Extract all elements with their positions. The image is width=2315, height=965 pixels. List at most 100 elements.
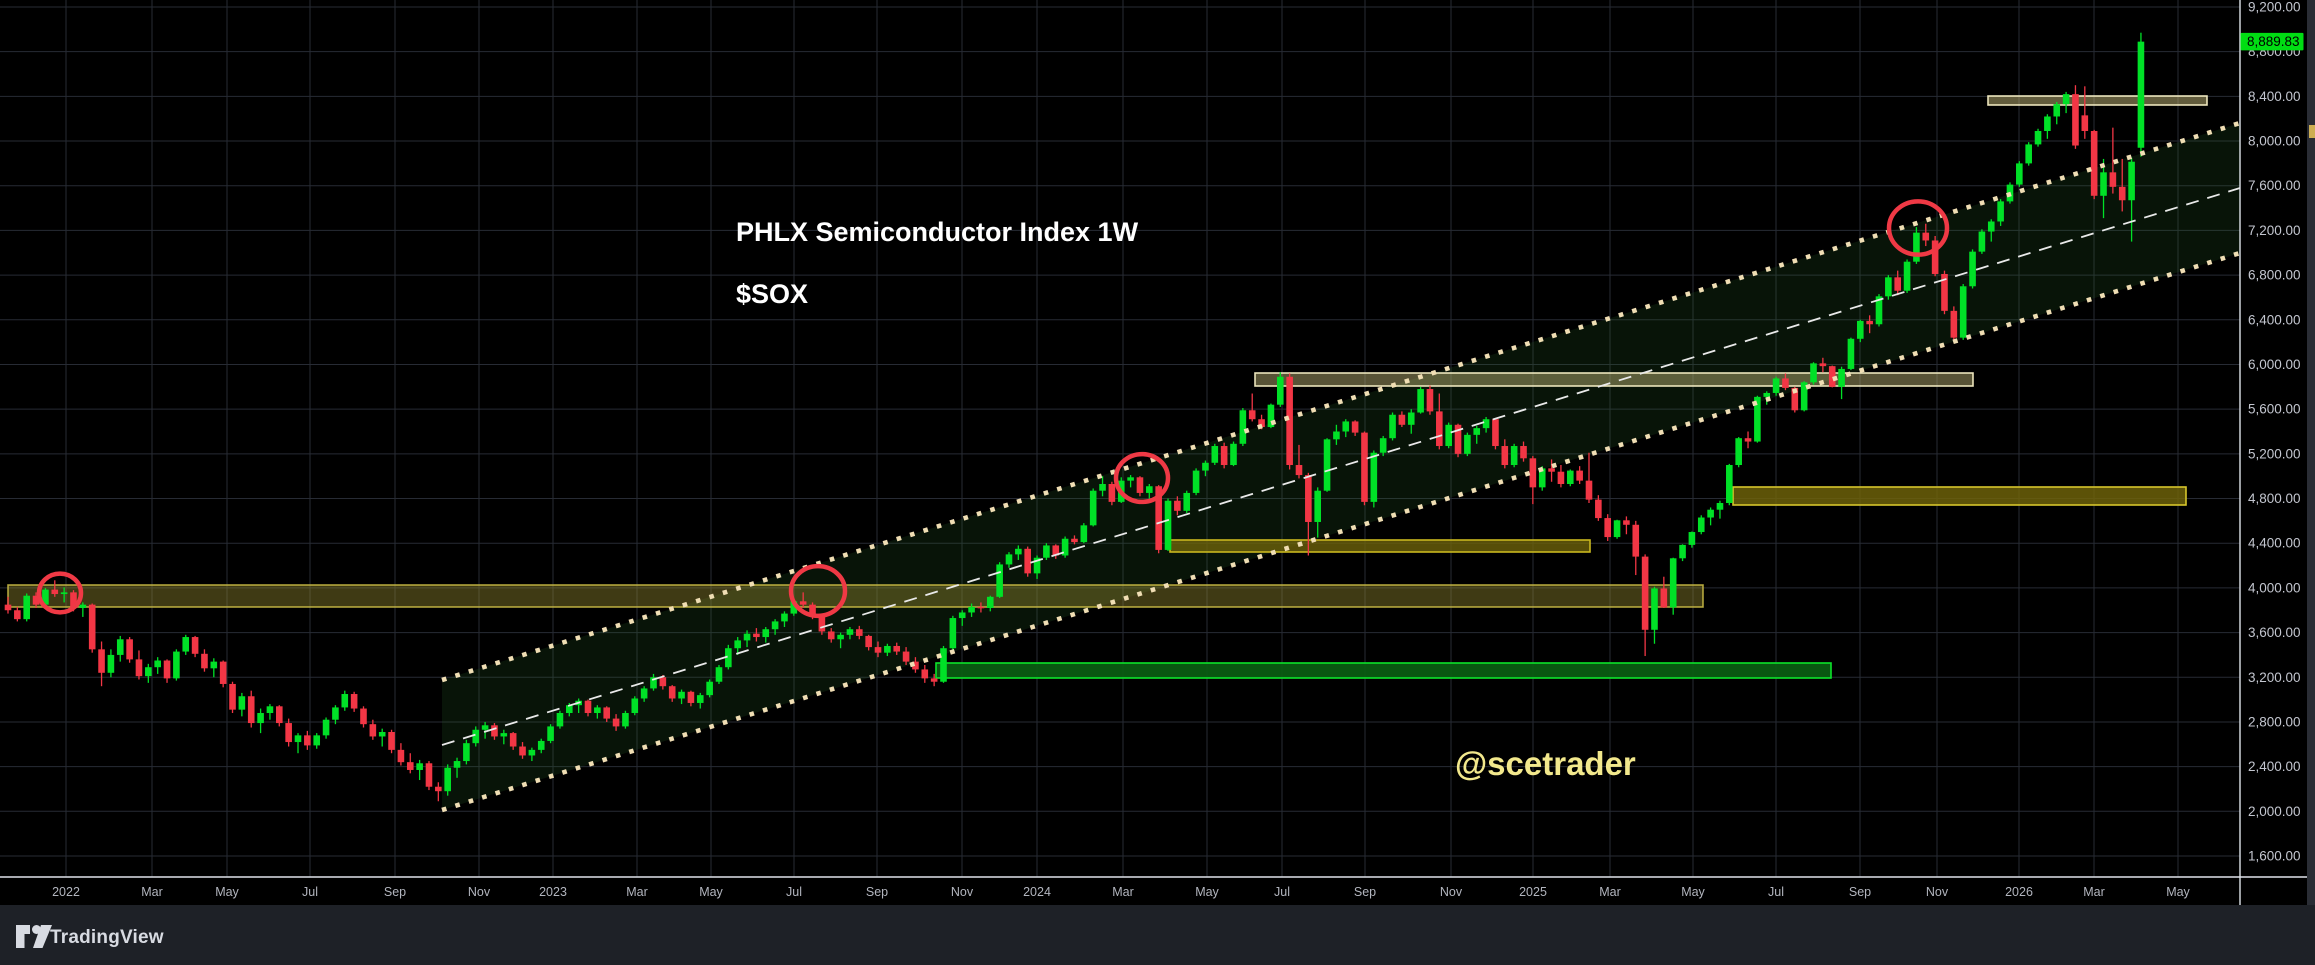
- candle[interactable]: [1099, 476, 1106, 497]
- candle[interactable]: [1230, 441, 1237, 467]
- candle[interactable]: [14, 606, 21, 622]
- candle[interactable]: [116, 635, 124, 662]
- candle[interactable]: [1651, 586, 1658, 644]
- candle[interactable]: [594, 705, 601, 719]
- candle[interactable]: [2081, 86, 2089, 139]
- candle[interactable]: [893, 642, 901, 655]
- candle[interactable]: [1623, 516, 1630, 535]
- candle[interactable]: [1707, 507, 1714, 526]
- candle[interactable]: [2118, 158, 2126, 212]
- candle[interactable]: [98, 641, 105, 687]
- highlight-circle[interactable]: [36, 571, 84, 615]
- candle[interactable]: [1697, 515, 1705, 535]
- candle[interactable]: [1071, 535, 1078, 545]
- candle[interactable]: [266, 704, 274, 720]
- candle[interactable]: [416, 759, 423, 781]
- candle[interactable]: [1164, 498, 1172, 552]
- candle[interactable]: [1959, 284, 1967, 340]
- candle[interactable]: [1482, 416, 1490, 433]
- candle[interactable]: [2025, 142, 2032, 166]
- candle[interactable]: [1192, 468, 1200, 496]
- candle[interactable]: [996, 562, 1003, 598]
- candle[interactable]: [1248, 393, 1256, 422]
- candle[interactable]: [1295, 444, 1303, 479]
- candle[interactable]: [1286, 373, 1293, 470]
- candle[interactable]: [528, 747, 536, 762]
- candle[interactable]: [1744, 431, 1752, 449]
- candle[interactable]: [902, 647, 910, 665]
- candles-layer[interactable]: [4, 32, 2145, 802]
- candle[interactable]: [1950, 306, 1958, 342]
- candle[interactable]: [1146, 484, 1153, 499]
- candle[interactable]: [977, 602, 985, 613]
- highlight-circle[interactable]: [1113, 451, 1171, 505]
- candle[interactable]: [1464, 432, 1471, 457]
- candle[interactable]: [968, 603, 975, 617]
- candle[interactable]: [1005, 552, 1013, 568]
- candle[interactable]: [1613, 519, 1621, 539]
- candle[interactable]: [921, 664, 929, 683]
- candle[interactable]: [2072, 85, 2079, 149]
- candle[interactable]: [350, 691, 358, 712]
- candle[interactable]: [912, 657, 919, 673]
- candle[interactable]: [1997, 199, 2004, 226]
- candle[interactable]: [1015, 545, 1022, 560]
- zone-4800[interactable]: [1732, 486, 2187, 506]
- candle[interactable]: [453, 757, 461, 778]
- candle[interactable]: [1436, 393, 1443, 450]
- candle[interactable]: [79, 602, 87, 617]
- candle[interactable]: [1828, 365, 1836, 388]
- candle[interactable]: [1342, 419, 1350, 438]
- candle[interactable]: [865, 634, 872, 651]
- candle[interactable]: [481, 721, 489, 739]
- candle[interactable]: [444, 764, 451, 796]
- candle[interactable]: [1810, 362, 1817, 385]
- candle[interactable]: [986, 595, 994, 612]
- candle[interactable]: [247, 690, 255, 728]
- candle[interactable]: [1660, 576, 1668, 608]
- candle[interactable]: [2044, 114, 2051, 139]
- candle[interactable]: [257, 708, 264, 734]
- candle[interactable]: [1969, 249, 1976, 289]
- candle[interactable]: [799, 592, 807, 608]
- candle[interactable]: [23, 593, 31, 622]
- candle[interactable]: [1136, 476, 1144, 497]
- candle[interactable]: [949, 615, 957, 651]
- channel-center-line[interactable]: [441, 187, 2241, 746]
- candle[interactable]: [1323, 438, 1331, 492]
- candle[interactable]: [687, 690, 695, 707]
- candle[interactable]: [1061, 536, 1069, 558]
- candle[interactable]: [1183, 490, 1191, 514]
- candle[interactable]: [154, 657, 161, 674]
- candle[interactable]: [1454, 423, 1462, 458]
- highlight-circles[interactable]: [36, 199, 1950, 619]
- candle[interactable]: [126, 637, 133, 663]
- candle[interactable]: [584, 699, 592, 717]
- candle[interactable]: [191, 635, 199, 658]
- candle[interactable]: [1276, 372, 1284, 407]
- candle[interactable]: [1305, 472, 1312, 556]
- candle[interactable]: [1520, 441, 1527, 462]
- candle[interactable]: [715, 664, 723, 684]
- candle[interactable]: [1716, 500, 1724, 519]
- candle[interactable]: [4, 596, 12, 614]
- candle[interactable]: [622, 710, 629, 729]
- candle[interactable]: [275, 705, 283, 727]
- candle[interactable]: [2034, 128, 2042, 147]
- candle[interactable]: [734, 637, 741, 655]
- candle[interactable]: [1529, 456, 1537, 505]
- candle[interactable]: [1473, 425, 1481, 444]
- candle[interactable]: [753, 628, 760, 642]
- candle[interactable]: [612, 714, 620, 731]
- candle[interactable]: [378, 728, 386, 747]
- candle[interactable]: [1856, 319, 1864, 343]
- candle[interactable]: [229, 681, 236, 714]
- candle[interactable]: [1510, 443, 1518, 468]
- candle[interactable]: [1492, 418, 1499, 450]
- candle[interactable]: [930, 673, 938, 687]
- candle[interactable]: [1389, 412, 1396, 441]
- candle[interactable]: [781, 611, 788, 627]
- candle[interactable]: [1894, 270, 1902, 296]
- channel-upper-line[interactable]: [441, 120, 2241, 683]
- candle[interactable]: [88, 603, 96, 653]
